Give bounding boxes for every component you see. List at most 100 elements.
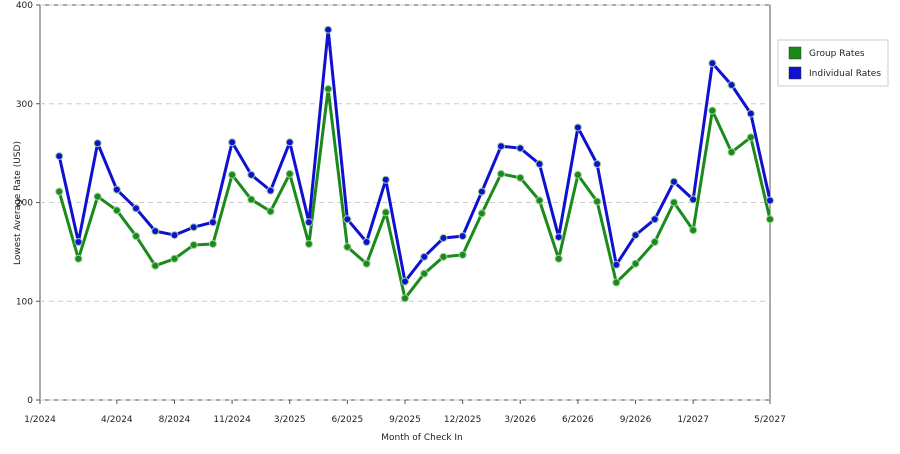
x-tick-label: 11/2024 bbox=[213, 415, 251, 425]
data-point bbox=[439, 252, 448, 261]
data-point bbox=[228, 170, 237, 179]
data-point bbox=[689, 226, 698, 235]
x-tick-label: 9/2026 bbox=[620, 415, 652, 425]
data-point bbox=[362, 259, 371, 268]
x-tick-label: 1/2024 bbox=[24, 415, 56, 425]
data-point bbox=[689, 195, 698, 204]
x-tick-label: 3/2026 bbox=[504, 415, 536, 425]
data-point bbox=[55, 187, 64, 196]
data-point bbox=[324, 84, 333, 93]
data-point bbox=[343, 215, 352, 224]
data-point bbox=[266, 186, 275, 195]
x-tick-label: 6/2025 bbox=[332, 415, 364, 425]
data-point bbox=[669, 198, 678, 207]
data-point bbox=[324, 25, 333, 34]
data-point bbox=[708, 106, 717, 115]
data-point bbox=[189, 223, 198, 232]
data-point bbox=[535, 159, 544, 168]
data-point bbox=[708, 59, 717, 68]
data-point bbox=[746, 109, 755, 118]
data-point bbox=[477, 187, 486, 196]
data-point bbox=[554, 254, 563, 263]
data-point bbox=[304, 218, 313, 227]
data-point bbox=[516, 144, 525, 153]
data-point bbox=[458, 232, 467, 241]
data-point bbox=[132, 232, 141, 241]
data-point bbox=[766, 196, 774, 205]
data-point bbox=[266, 207, 275, 216]
data-point bbox=[247, 170, 256, 179]
data-point bbox=[381, 175, 390, 184]
x-tick-label: 9/2025 bbox=[389, 415, 421, 425]
data-point bbox=[650, 215, 659, 224]
data-point bbox=[401, 294, 409, 303]
x-tick-label: 3/2025 bbox=[274, 415, 306, 425]
data-point bbox=[612, 278, 621, 287]
data-point bbox=[93, 139, 102, 148]
y-tick-label: 0 bbox=[27, 396, 33, 406]
data-point bbox=[439, 234, 448, 243]
data-point bbox=[170, 254, 179, 263]
data-point bbox=[631, 231, 640, 240]
data-point bbox=[573, 123, 582, 132]
data-point bbox=[477, 209, 486, 218]
data-point bbox=[189, 240, 198, 249]
data-point bbox=[458, 250, 467, 259]
data-point bbox=[112, 206, 121, 215]
data-point bbox=[401, 277, 409, 286]
legend-label: Group Rates bbox=[809, 49, 865, 59]
y-tick-label: 300 bbox=[16, 100, 33, 110]
data-point bbox=[151, 227, 160, 236]
x-tick-label: 12/2025 bbox=[444, 415, 481, 425]
data-point bbox=[74, 238, 83, 246]
data-point bbox=[612, 260, 621, 269]
data-point bbox=[497, 169, 506, 178]
data-point bbox=[420, 269, 429, 278]
data-point bbox=[727, 148, 736, 157]
data-point bbox=[631, 259, 640, 268]
data-point bbox=[112, 185, 121, 194]
x-tick-label: 1/2027 bbox=[677, 415, 709, 425]
data-point bbox=[573, 170, 582, 179]
data-point bbox=[554, 233, 563, 242]
data-point bbox=[420, 252, 429, 261]
legend-swatch bbox=[788, 66, 802, 80]
x-axis-label: Month of Check In bbox=[381, 433, 463, 443]
data-point bbox=[228, 138, 237, 147]
data-point bbox=[746, 133, 755, 142]
data-point bbox=[727, 80, 736, 89]
data-point bbox=[381, 208, 390, 217]
data-point bbox=[593, 197, 602, 206]
data-point bbox=[593, 159, 602, 168]
x-tick-label: 8/2024 bbox=[159, 415, 191, 425]
data-point bbox=[497, 142, 506, 151]
y-tick-label: 200 bbox=[16, 199, 33, 209]
data-point bbox=[766, 215, 774, 224]
x-tick-label: 5/2027 bbox=[754, 415, 786, 425]
data-point bbox=[55, 152, 64, 161]
data-point bbox=[74, 254, 83, 263]
data-point bbox=[170, 231, 179, 240]
data-point bbox=[93, 192, 102, 201]
data-point bbox=[247, 195, 256, 204]
data-point bbox=[304, 239, 313, 248]
legend-label: Individual Rates bbox=[809, 69, 881, 79]
data-point bbox=[285, 169, 294, 178]
data-point bbox=[535, 196, 544, 205]
data-point bbox=[132, 204, 141, 213]
data-point bbox=[208, 218, 217, 227]
y-axis-label: Lowest Average Rate (USD) bbox=[13, 141, 23, 265]
y-tick-label: 400 bbox=[16, 1, 33, 11]
data-point bbox=[362, 238, 371, 246]
data-point bbox=[516, 173, 525, 182]
data-point bbox=[151, 261, 160, 270]
data-point bbox=[343, 242, 352, 251]
x-tick-label: 4/2024 bbox=[101, 415, 133, 425]
data-point bbox=[650, 238, 659, 246]
data-point bbox=[208, 239, 217, 248]
x-tick-label: 6/2026 bbox=[562, 415, 594, 425]
data-point bbox=[669, 177, 678, 186]
data-point bbox=[285, 138, 294, 147]
y-tick-label: 100 bbox=[16, 297, 33, 307]
